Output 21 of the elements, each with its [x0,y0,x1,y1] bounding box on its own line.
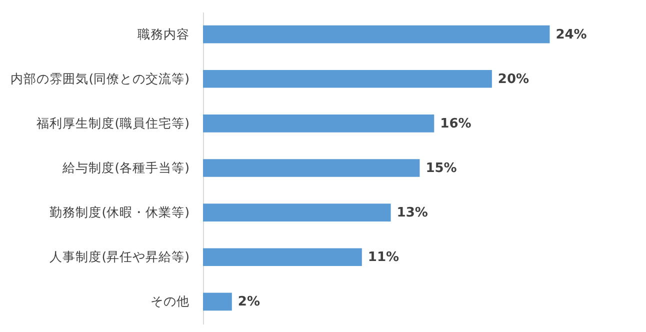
y-tick-label: その他 [150,294,190,309]
y-tick-label: 内部の雰囲気(同僚との交流等) [10,70,190,86]
data-label: 24% [556,27,587,42]
y-tick-label: 福利厚生制度(職員住宅等) [36,115,190,130]
y-tick-label: 給与制度(各種手当等) [62,160,190,175]
y-tick-label: 人事制度(昇任や昇給等) [50,249,190,264]
data-label: 2% [238,294,260,310]
bar [203,159,420,177]
data-label: 11% [368,250,400,266]
data-label: 13% [396,206,428,221]
bar [203,292,232,311]
y-tick-label: 職務内容 [138,26,190,42]
bar [203,204,391,222]
data-label: 16% [440,116,472,132]
bar [203,70,492,88]
bar [203,114,434,132]
bar [203,248,362,266]
data-label: 20% [498,72,530,87]
bar [203,25,550,44]
y-tick-label: 勤務制度(休暇・休業等) [50,204,190,220]
data-label: 15% [426,161,457,176]
